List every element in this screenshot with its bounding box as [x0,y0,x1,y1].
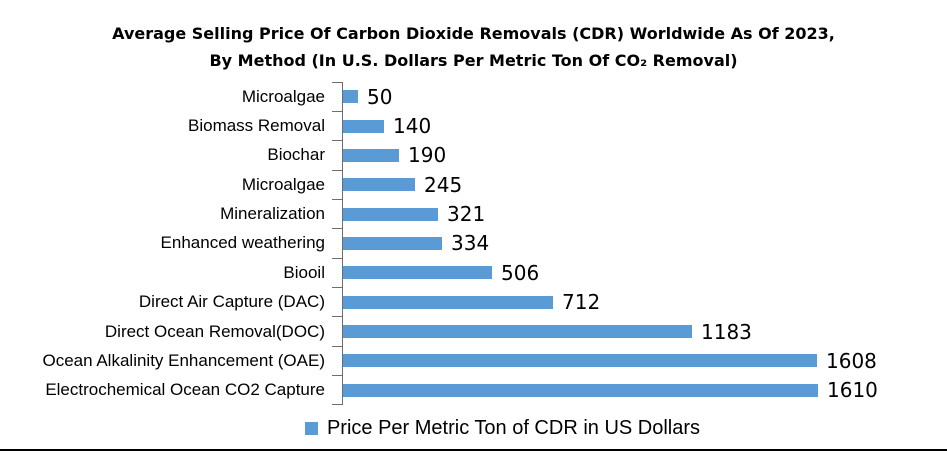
value-label: 190 [408,143,447,168]
axis-tick [332,198,342,200]
value-label: 50 [367,84,393,109]
bar-track: 506 [332,257,947,288]
bar-track: 712 [332,287,947,317]
category-label: Direct Air Capture (DAC) [138,292,325,312]
bar [343,236,442,250]
axis-tick [332,375,342,377]
category-label: Direct Ocean Removal(DOC) [104,321,325,341]
axis-tick [332,81,342,83]
chart-row: Direct Air Capture (DAC) 712 [0,287,947,317]
value-label: 712 [562,290,601,315]
value-label: 1608 [826,348,877,373]
bar-track: 140 [332,110,947,141]
bar-track: 190 [332,140,947,171]
axis-tick [332,140,342,142]
category-label: Electrochemical Ocean CO2 Capture [45,380,325,400]
bar [343,207,438,221]
bar-track: 334 [332,228,947,259]
bar [343,90,358,104]
bar-track: 1610 [332,375,947,406]
bar-track: 1608 [332,345,947,376]
value-label: 321 [447,202,486,227]
bar [343,119,384,133]
bar [343,266,492,280]
bar [343,148,399,162]
chart-row: Mineralization 321 [0,198,947,229]
axis-tick [332,316,342,318]
chart-row: Biomass Removal 140 [0,110,947,141]
legend: Price Per Metric Ton of CDR in US Dollar… [0,417,947,440]
axis-tick [332,345,342,347]
axis-tick [332,257,342,259]
chart-row: Microalgae 245 [0,169,947,200]
category-label: Biomass Removal [188,116,325,136]
value-label: 334 [451,231,490,256]
category-label: Microalgae [241,86,325,106]
chart-row: Microalgae 50 [0,81,947,112]
bar [343,178,415,192]
value-label: 1183 [701,319,752,344]
bar-track: 321 [332,198,947,229]
bar [343,383,818,397]
bar [343,295,553,309]
axis-tick [332,404,342,406]
category-label: Biooil [283,262,325,282]
axis-tick [332,228,342,230]
bar [343,354,817,368]
legend-label: Price Per Metric Ton of CDR in US Dollar… [326,417,701,439]
chart-row: Electrochemical Ocean CO2 Capture 1610 [0,375,947,406]
bar-track: 245 [332,169,947,200]
category-label: Mineralization [220,204,325,224]
axis-tick [332,110,342,112]
chart-row: Biochar 190 [0,140,947,171]
bar [343,325,692,339]
category-label: Microalgae [241,174,325,194]
category-label: Ocean Alkalinity Enhancement (OAE) [42,350,325,370]
category-label: Enhanced weathering [160,233,325,253]
value-label: 140 [393,114,432,139]
category-label: Biochar [267,145,325,165]
chart-row: Enhanced weathering 334 [0,228,947,259]
bar-track: 1183 [332,316,947,347]
axis-tick [332,169,342,171]
value-label: 245 [424,172,463,197]
bottom-border-line [0,449,947,451]
chart-row: Direct Ocean Removal(DOC) 1183 [0,316,947,347]
value-label: 506 [501,260,540,285]
plot-area: Microalgae 50 Biomass Removal 140 Biochar 190… [0,81,947,406]
chart-row: Biooil 506 [0,257,947,288]
chart-title: Average Selling Price Of Carbon Dioxide … [112,24,835,70]
axis-tick [332,287,342,289]
legend-swatch-icon [304,422,318,435]
value-label: 1610 [827,378,878,403]
chart-row: Ocean Alkalinity Enhancement (OAE) 1608 [0,345,947,376]
bar-track: 50 [332,81,947,112]
